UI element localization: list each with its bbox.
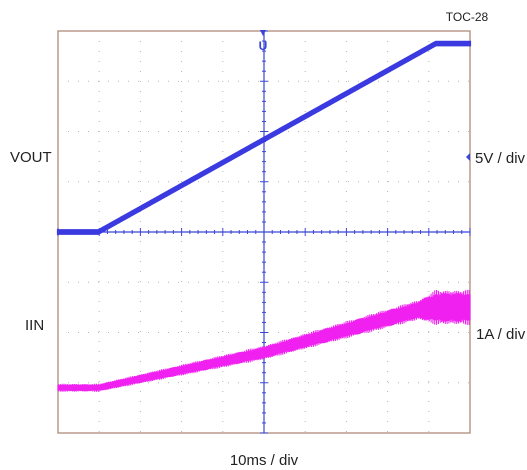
- trigger-marker-icon: U: [259, 30, 268, 53]
- time-scale-label: 10ms / div: [230, 452, 299, 469]
- series-line-iin-core: [58, 305, 470, 390]
- series-label-iin: IIN: [25, 317, 44, 334]
- vout-scale-label: 5V / div: [475, 150, 526, 167]
- iin-scale-label: 1A / div: [476, 326, 526, 343]
- series-label-vout: VOUT: [10, 149, 52, 166]
- center-axes: [57, 30, 471, 434]
- svg-text:U: U: [259, 39, 268, 53]
- traces: [56, 40, 472, 392]
- series-line-vout: [56, 40, 472, 235]
- figure-id-label: TOC-28: [446, 10, 489, 24]
- channel1-level-marker-icon: [466, 153, 470, 161]
